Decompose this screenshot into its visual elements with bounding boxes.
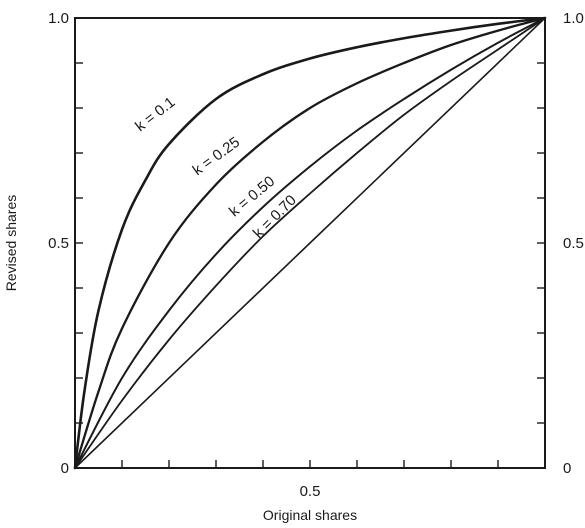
y-tick-label-right: 1.0 [563,10,584,27]
y-tick-label-right: 0.5 [563,235,584,252]
series-lines [73,16,547,470]
curve-label-k-0.25: k = 0.25 [190,134,244,179]
curve-label-k-0.1: k = 0.1 [132,94,178,135]
y-tick-label-left: 0.5 [48,235,69,252]
diagonal-line [74,17,546,469]
y-tick-label-left: 0 [61,460,69,477]
x-tick-label: 0.5 [300,483,321,500]
series-line-k-0.25 [73,16,547,470]
series-line-k-0.70 [74,17,546,469]
series-line-k-0.1 [73,16,547,470]
y-axis-label: Revised shares [3,195,19,292]
y-tick-label-left: 1.0 [48,10,69,27]
y-tick-label-right: 0 [563,460,571,477]
tick-marks [75,62,545,468]
x-axis-label: Original shares [263,507,357,523]
series-line-k-0.50 [74,17,546,469]
tick-labels: 0 0.5 1.0 0 0.5 1.0 0.5 [48,10,584,500]
